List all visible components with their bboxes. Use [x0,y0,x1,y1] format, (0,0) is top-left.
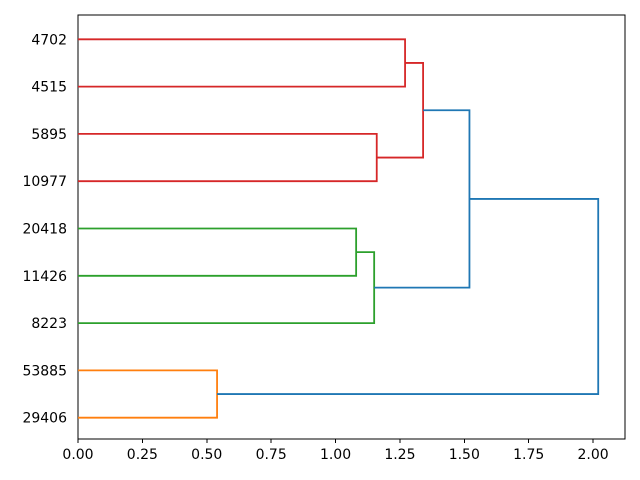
x-tick-label: 0.25 [127,447,158,463]
leaf-label: 4515 [31,80,67,96]
leaf-label: 20418 [22,222,67,238]
x-tick-label: 1.25 [384,447,415,463]
leaf-label: 10977 [22,174,67,190]
x-tick-label: 0.50 [191,447,222,463]
x-tick-label: 1.50 [449,447,480,463]
dendrogram-link [78,133,378,183]
dendrogram-link [374,109,471,289]
leaf-label: 5895 [31,127,67,143]
leaf-label: 11426 [22,269,67,285]
leaf-label: 8223 [31,316,67,332]
leaf-label: 53885 [22,363,67,379]
leaf-label: 29406 [22,411,67,427]
x-tick-label: 1.75 [513,447,544,463]
x-tick-label: 2.00 [577,447,608,463]
leaf-label: 4702 [31,32,67,48]
x-tick-label: 1.00 [320,447,351,463]
x-tick-label: 0.75 [256,447,287,463]
dendrogram-link [217,198,600,395]
plot-area [77,14,626,440]
dendrogram-link [376,62,424,159]
x-tick-label: 0.00 [62,447,93,463]
